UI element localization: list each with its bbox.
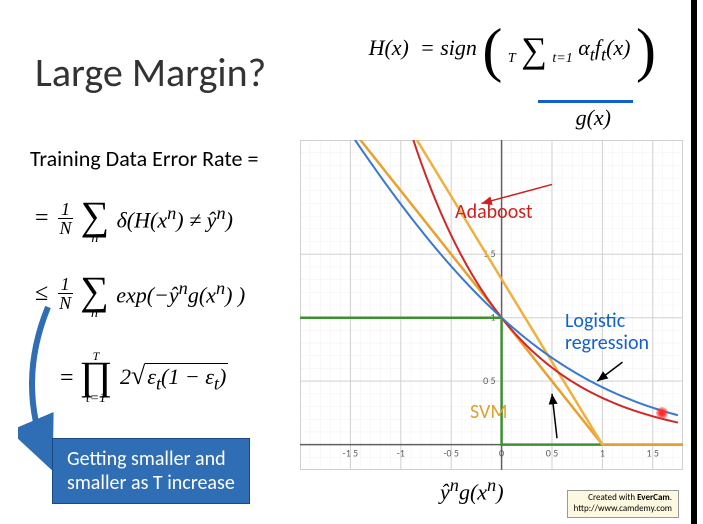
evercam-watermark: Created with EverCam. http://www.camdemy… <box>567 490 679 518</box>
adaboost-label: Adaboost <box>455 200 533 224</box>
svg-text:0: 0 <box>499 447 504 460</box>
equation-3: = T∏t=1 2√εt(1 − εt) <box>60 350 228 406</box>
svm-label: SVM <box>470 400 508 424</box>
formula-hx: H(x) = sign ( T ∑ t=1 αtft(x) ) <box>369 20 656 80</box>
svg-text:0 5: 0 5 <box>483 374 495 387</box>
laser-pointer <box>656 407 668 419</box>
error-rate-label: Training Data Error Rate = <box>30 145 258 172</box>
callout-box: Getting smaller and smaller as T increas… <box>52 438 250 504</box>
x-axis-label: ŷng(xn) <box>440 475 504 505</box>
equation-1: = 1N ∑n δ(H(xn) ≠ ŷn) <box>35 190 233 246</box>
svg-text:-1: -1 <box>397 447 405 460</box>
gx-underline <box>538 100 633 103</box>
logistic-label: Logistic regression <box>565 310 685 354</box>
svg-text:0 5: 0 5 <box>546 447 558 460</box>
svg-text:1: 1 <box>600 447 605 460</box>
svg-text:1 5: 1 5 <box>647 447 659 460</box>
slide-title: Large Margin? <box>35 48 266 97</box>
svg-text:-1 5: -1 5 <box>343 447 358 460</box>
svg-text:-0 5: -0 5 <box>443 447 458 460</box>
gx-label: g(x) <box>576 105 611 131</box>
